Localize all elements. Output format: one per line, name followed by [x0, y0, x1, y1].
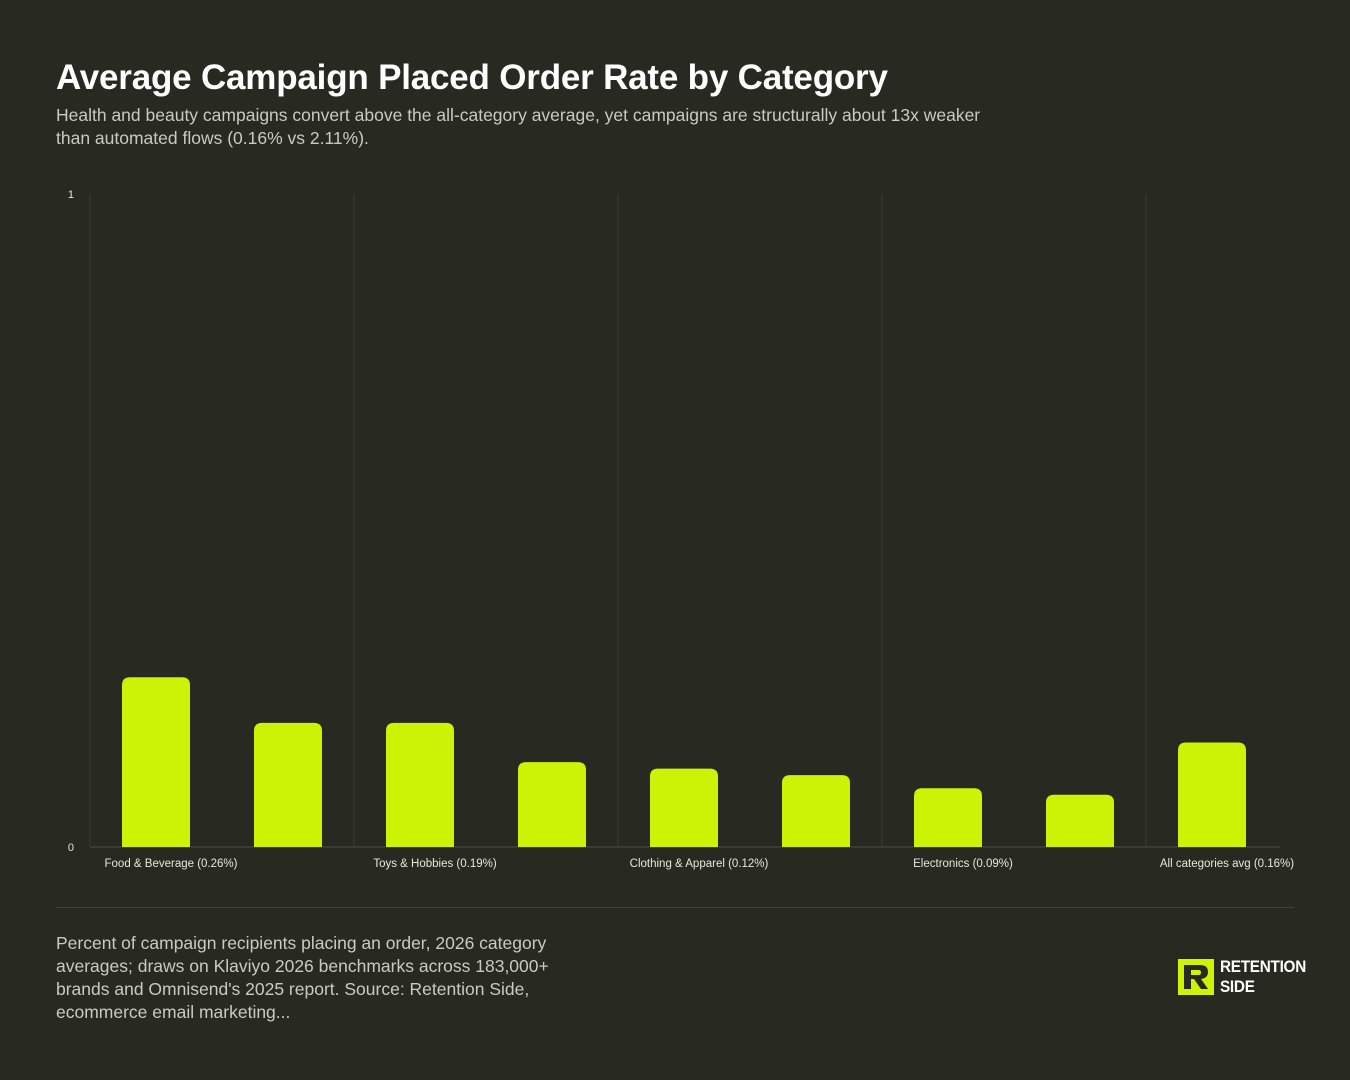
chart-subtitle: Health and beauty campaigns convert abov…	[56, 105, 981, 148]
bar	[386, 722, 454, 847]
bar	[122, 677, 190, 847]
bar	[1178, 742, 1246, 847]
source-note: Percent of campaign recipients placing a…	[56, 933, 549, 1022]
x-tick-label: Electronics (0.09%)	[913, 858, 1013, 870]
bar-chart: 0 1 Food & Beverage (0.26%) Toys & Hobbies …	[68, 189, 1294, 870]
chart-title: Average Campaign Placed Order Rate by Ca…	[56, 58, 888, 97]
x-tick-label: All categories avg (0.16%)	[1160, 858, 1294, 870]
x-tick-label: Toys & Hobbies (0.19%)	[373, 858, 497, 870]
x-tick-label: Clothing & Apparel (0.12%)	[630, 858, 769, 870]
y-tick-label: 0	[68, 842, 74, 854]
brand-logo: RETENTION SIDE	[1178, 957, 1316, 996]
retention-side-logo-icon	[1178, 959, 1214, 995]
y-tick-label: 1	[68, 189, 74, 201]
x-tick-label: Food & Beverage (0.26%)	[105, 858, 238, 870]
footer-divider	[56, 907, 1294, 908]
bar	[518, 762, 586, 847]
bar	[650, 768, 718, 847]
bar	[254, 722, 322, 847]
logo-text-line1: RETENTION	[1220, 957, 1306, 976]
logo-text-line2: SIDE	[1220, 977, 1255, 996]
bar	[1046, 794, 1114, 847]
bar	[782, 775, 850, 847]
bar	[914, 788, 982, 847]
